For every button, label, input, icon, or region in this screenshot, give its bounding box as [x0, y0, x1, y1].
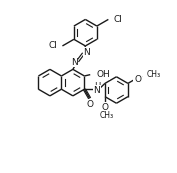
Text: N: N	[93, 85, 100, 94]
Text: O: O	[86, 100, 93, 109]
Text: OH: OH	[96, 70, 110, 79]
Text: Cl: Cl	[48, 42, 57, 51]
Text: Cl: Cl	[114, 15, 123, 24]
Text: H: H	[94, 82, 100, 91]
Text: CH₃: CH₃	[99, 111, 114, 120]
Text: CH₃: CH₃	[147, 70, 161, 79]
Text: N: N	[84, 48, 90, 57]
Text: N: N	[71, 57, 78, 66]
Text: O: O	[101, 103, 109, 112]
Text: O: O	[134, 75, 141, 84]
